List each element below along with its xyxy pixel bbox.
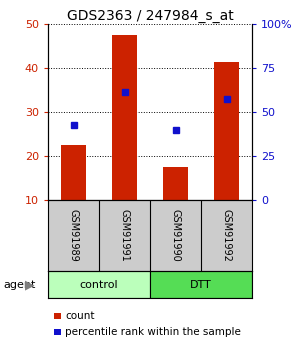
Text: GSM91990: GSM91990 bbox=[170, 209, 181, 262]
Text: GSM91989: GSM91989 bbox=[68, 209, 79, 262]
Title: GDS2363 / 247984_s_at: GDS2363 / 247984_s_at bbox=[67, 9, 233, 23]
Bar bbox=[214, 61, 239, 200]
Text: GSM91992: GSM91992 bbox=[221, 209, 232, 262]
Bar bbox=[61, 145, 86, 200]
Text: count: count bbox=[65, 311, 94, 321]
Text: percentile rank within the sample: percentile rank within the sample bbox=[65, 327, 241, 337]
Text: ▶: ▶ bbox=[25, 278, 35, 291]
Bar bbox=[112, 35, 137, 200]
Bar bbox=[163, 167, 188, 200]
Text: DTT: DTT bbox=[190, 280, 212, 289]
Text: control: control bbox=[80, 280, 118, 289]
Text: GSM91991: GSM91991 bbox=[119, 209, 130, 262]
Bar bbox=[150, 271, 252, 298]
Bar bbox=[48, 271, 150, 298]
Text: agent: agent bbox=[3, 280, 35, 289]
